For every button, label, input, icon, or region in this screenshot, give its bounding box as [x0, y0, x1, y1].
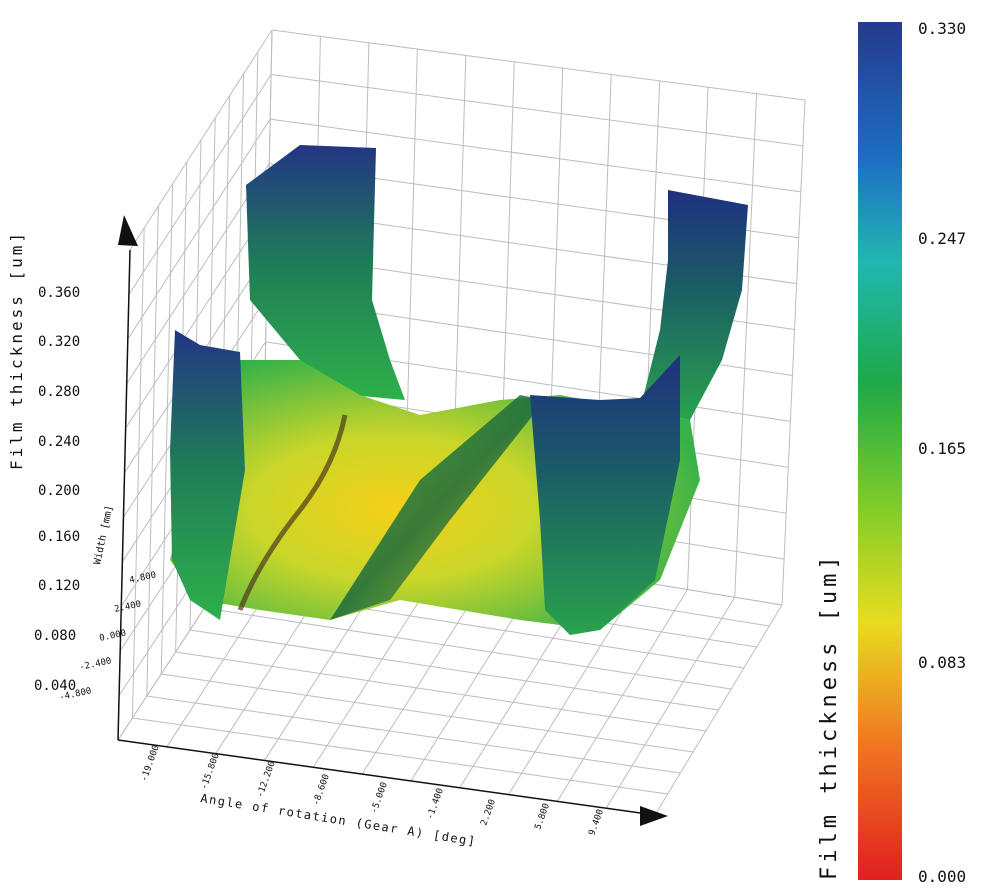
grid-line	[132, 717, 668, 795]
z-tick: 0.200	[38, 483, 80, 499]
colorbar-tick: 0.083	[918, 653, 966, 672]
x-tick: -12.200	[255, 760, 277, 799]
y-tick: 2.400	[114, 600, 143, 615]
grid-line	[129, 29, 273, 251]
z-tick: 0.320	[38, 334, 80, 350]
grid-line	[189, 629, 719, 711]
film-thickness-surface	[170, 145, 748, 635]
colorbar-tick: 0.165	[918, 439, 966, 458]
z-tick: 0.080	[34, 628, 76, 644]
z-tick: 0.360	[38, 285, 80, 301]
z-tick: 0.040	[34, 678, 76, 694]
z-tick: 0.120	[38, 578, 80, 594]
x-tick: -19.000	[139, 744, 161, 783]
axes	[117, 215, 668, 826]
grid-line	[781, 99, 806, 606]
grid-line	[128, 74, 272, 295]
grid-line	[734, 93, 758, 598]
z-axis-label: Film thickness [um]	[7, 230, 26, 470]
x-tick: -15.800	[199, 752, 221, 791]
surface-back-left-wall	[246, 145, 405, 400]
grid-line	[270, 118, 801, 193]
grid-line	[160, 183, 174, 675]
y-tick: -2.400	[79, 656, 113, 673]
z-tick: 0.240	[38, 434, 80, 450]
z-axis-ticks: 0.360 0.320 0.280 0.240 0.200 0.160 0.12…	[34, 285, 80, 694]
z-axis-arrow	[118, 215, 138, 246]
x-tick: -8.600	[311, 773, 332, 807]
surface-ridge	[330, 395, 545, 620]
x-tick: 9.400	[587, 808, 606, 837]
grid-line	[146, 205, 159, 697]
x-tick: 5.800	[533, 802, 552, 831]
surface-streak	[237, 414, 348, 611]
grid-line	[161, 673, 694, 753]
surface-front-left-wall	[170, 330, 245, 620]
colorbar-label: Film thickness [um]	[817, 552, 842, 880]
colorbar-tick: 0.000	[918, 867, 966, 886]
grid-line	[146, 695, 681, 774]
z-tick: 0.280	[38, 384, 80, 400]
x-tick: -1.400	[425, 787, 446, 821]
colorbar-tick: 0.247	[918, 229, 966, 248]
y-axis-label: Width [mm]	[92, 504, 115, 565]
grid-line	[125, 207, 269, 429]
grid-line	[131, 227, 145, 719]
grid-line	[204, 607, 732, 690]
grid-line	[175, 651, 706, 732]
surface-back-right-wall	[640, 190, 748, 420]
x-tick: 2.200	[479, 798, 498, 827]
colorbar: 0.330 0.247 0.165 0.083 0.000 Film thick…	[817, 19, 966, 886]
colorbar-tick: 0.330	[918, 19, 966, 38]
colorbar-gradient	[858, 22, 902, 880]
x-tick: -5.000	[369, 781, 390, 815]
grid-line	[127, 118, 271, 340]
grid-line	[271, 29, 806, 101]
x-axis-arrow	[640, 806, 668, 826]
grid-line	[271, 74, 803, 147]
y-tick: 4.800	[129, 571, 158, 586]
z-tick: 0.160	[38, 529, 80, 545]
grid-line	[126, 163, 270, 384]
surface-front-right-wall	[530, 355, 680, 635]
y-tick: 0.000	[99, 629, 128, 644]
